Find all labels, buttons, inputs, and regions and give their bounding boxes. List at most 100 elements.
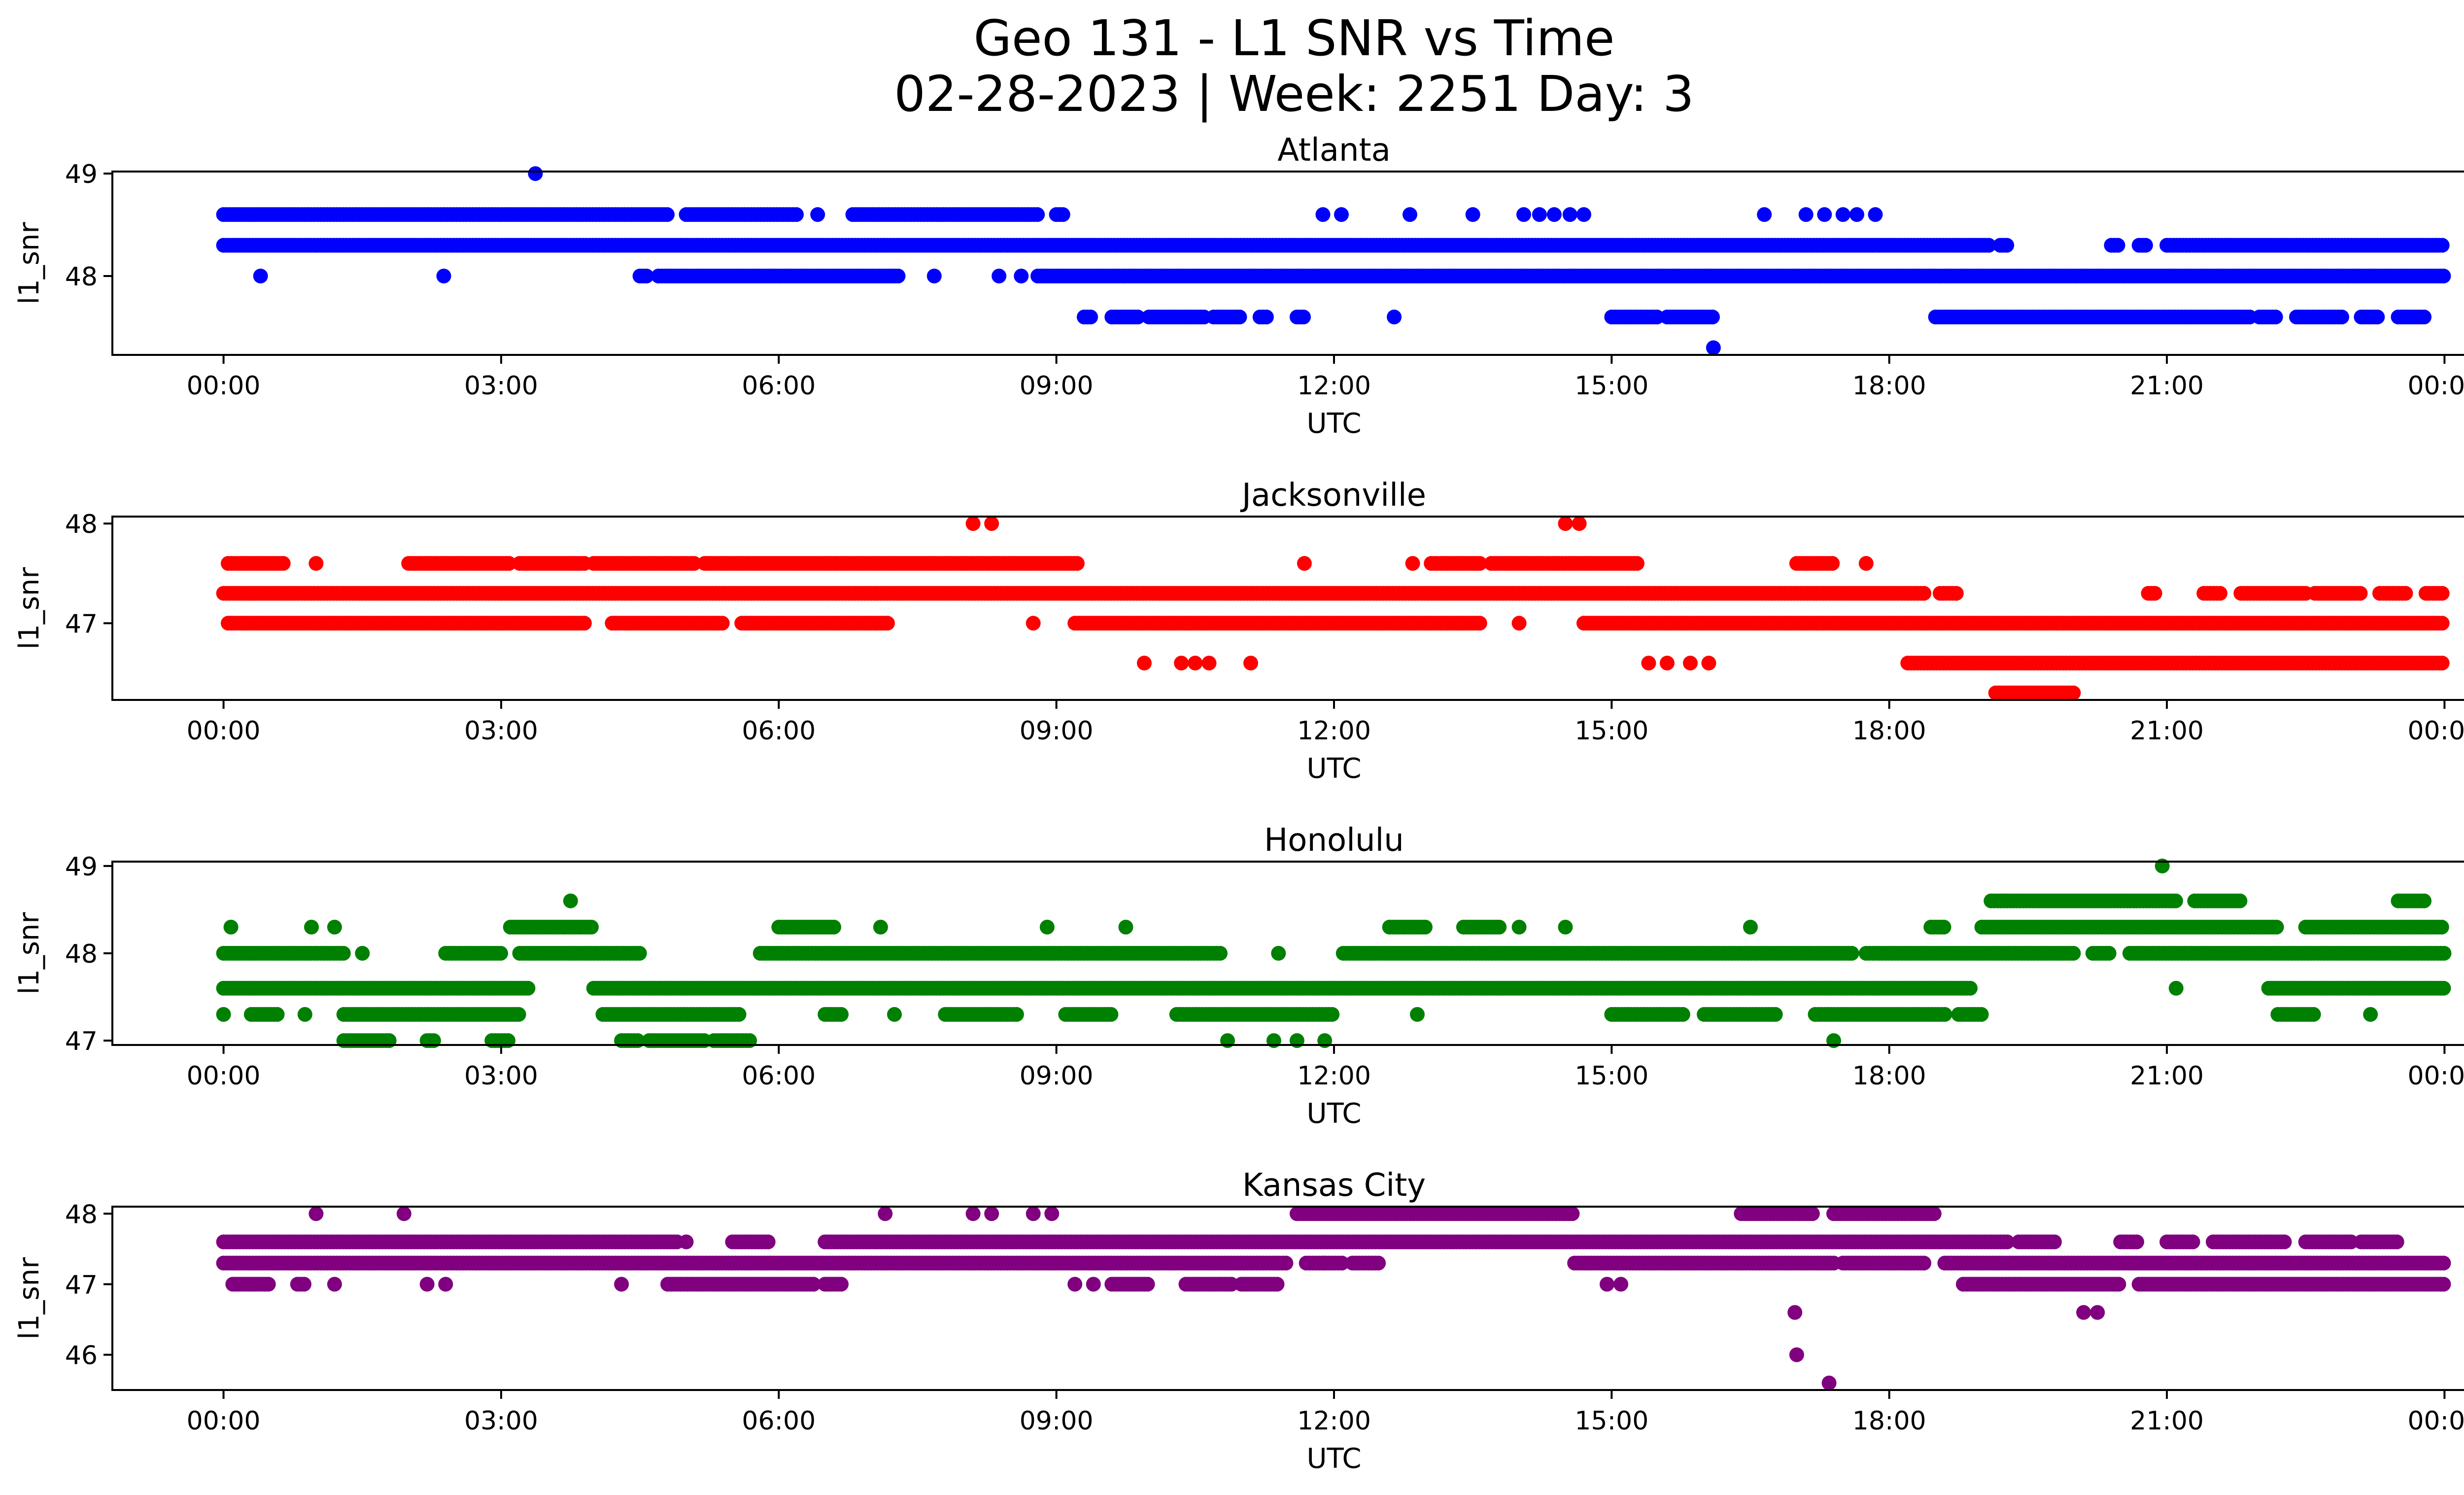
data-point xyxy=(1558,516,1573,531)
data-point xyxy=(834,1007,849,1022)
data-point xyxy=(715,616,730,631)
data-point xyxy=(1213,946,1228,961)
data-point xyxy=(1174,656,1189,671)
data-point xyxy=(1403,207,1417,222)
x-tick-label: 15:00 xyxy=(1574,371,1648,401)
data-point xyxy=(2434,586,2450,601)
data-point xyxy=(577,616,592,631)
data-point xyxy=(1472,616,1487,631)
data-point xyxy=(1188,656,1203,671)
data-point xyxy=(1936,919,1951,935)
x-tick-label: 00:00 xyxy=(2407,716,2464,746)
data-point xyxy=(926,269,942,283)
data-point xyxy=(1026,616,1041,631)
figure-title-line1: Geo 131 - L1 SNR vs Time xyxy=(974,9,1615,67)
data-point xyxy=(1297,556,1312,571)
data-point xyxy=(2398,586,2413,601)
data-point xyxy=(880,616,895,631)
data-point xyxy=(1137,656,1152,671)
data-point xyxy=(1387,310,1402,325)
data-point xyxy=(639,269,654,283)
x-tick-label: 18:00 xyxy=(1852,716,1926,746)
data-point xyxy=(1981,238,1996,253)
x-tick-label: 06:00 xyxy=(742,371,816,401)
data-point xyxy=(1649,310,1665,325)
data-point xyxy=(2101,946,2117,961)
data-point xyxy=(686,556,702,571)
data-point xyxy=(2066,685,2081,700)
x-tick-label: 09:00 xyxy=(1020,716,1094,746)
data-point xyxy=(1858,556,1874,571)
data-point xyxy=(2417,310,2432,325)
data-point xyxy=(2370,310,2385,325)
data-point xyxy=(1325,1007,1340,1022)
data-point xyxy=(1660,656,1675,671)
data-point xyxy=(660,207,675,222)
data-point xyxy=(2147,586,2162,601)
x-tick-label: 00:00 xyxy=(187,371,261,401)
x-tick-label: 03:00 xyxy=(464,716,538,746)
data-point xyxy=(1999,238,2015,253)
data-point xyxy=(1546,207,1562,222)
y-axis-label: l1_snr xyxy=(13,222,45,305)
data-point xyxy=(731,1007,747,1022)
data-point xyxy=(1315,207,1331,222)
data-point xyxy=(584,919,599,935)
data-point xyxy=(1243,656,1258,671)
data-point xyxy=(1835,207,1850,222)
y-tick-label: 48 xyxy=(65,510,98,539)
data-point xyxy=(1334,207,1349,222)
data-point xyxy=(2066,946,2081,961)
data-point xyxy=(270,1007,285,1022)
subplot-title: Atlanta xyxy=(1277,132,1391,169)
data-point xyxy=(436,269,451,283)
data-point xyxy=(1472,556,1487,571)
data-point xyxy=(810,207,825,222)
data-point xyxy=(1825,556,1840,571)
data-point xyxy=(1516,207,1531,222)
data-point xyxy=(2436,269,2451,283)
data-series xyxy=(216,516,2450,700)
data-point xyxy=(2269,919,2284,935)
data-point xyxy=(2434,919,2449,935)
data-point xyxy=(2334,310,2349,325)
x-tick-label: 15:00 xyxy=(1574,716,1648,746)
x-tick-label: 00:00 xyxy=(2407,371,2464,401)
data-point xyxy=(1641,656,1656,671)
x-tick-label: 21:00 xyxy=(2130,716,2204,746)
data-point xyxy=(1844,946,1859,961)
subplot-title: Jacksonville xyxy=(1240,477,1426,514)
data-point xyxy=(1963,980,1978,996)
data-point xyxy=(1562,207,1577,222)
data-point xyxy=(2436,980,2451,996)
x-axis-label: UTC xyxy=(1306,408,1361,440)
data-series xyxy=(216,166,2451,355)
data-point xyxy=(1083,310,1098,325)
x-tick-label: 03:00 xyxy=(464,371,538,401)
x-tick-label: 06:00 xyxy=(742,716,816,746)
data-point xyxy=(2110,238,2125,253)
data-point xyxy=(336,946,351,961)
data-point xyxy=(1916,586,1932,601)
data-point xyxy=(1630,556,1644,571)
x-tick-label: 21:00 xyxy=(2130,371,2204,401)
x-axis-label: UTC xyxy=(1306,753,1361,785)
data-point xyxy=(1418,919,1433,935)
data-series xyxy=(216,858,2452,1048)
data-point xyxy=(1232,310,1247,325)
data-point xyxy=(1296,310,1311,325)
data-point xyxy=(1055,207,1070,222)
data-point xyxy=(2436,946,2452,961)
data-point xyxy=(1405,556,1420,571)
data-point xyxy=(1798,207,1814,222)
data-point xyxy=(1069,556,1085,571)
data-point xyxy=(1259,310,1274,325)
data-point xyxy=(493,946,508,961)
data-point xyxy=(2168,893,2183,908)
data-point xyxy=(992,269,1007,283)
